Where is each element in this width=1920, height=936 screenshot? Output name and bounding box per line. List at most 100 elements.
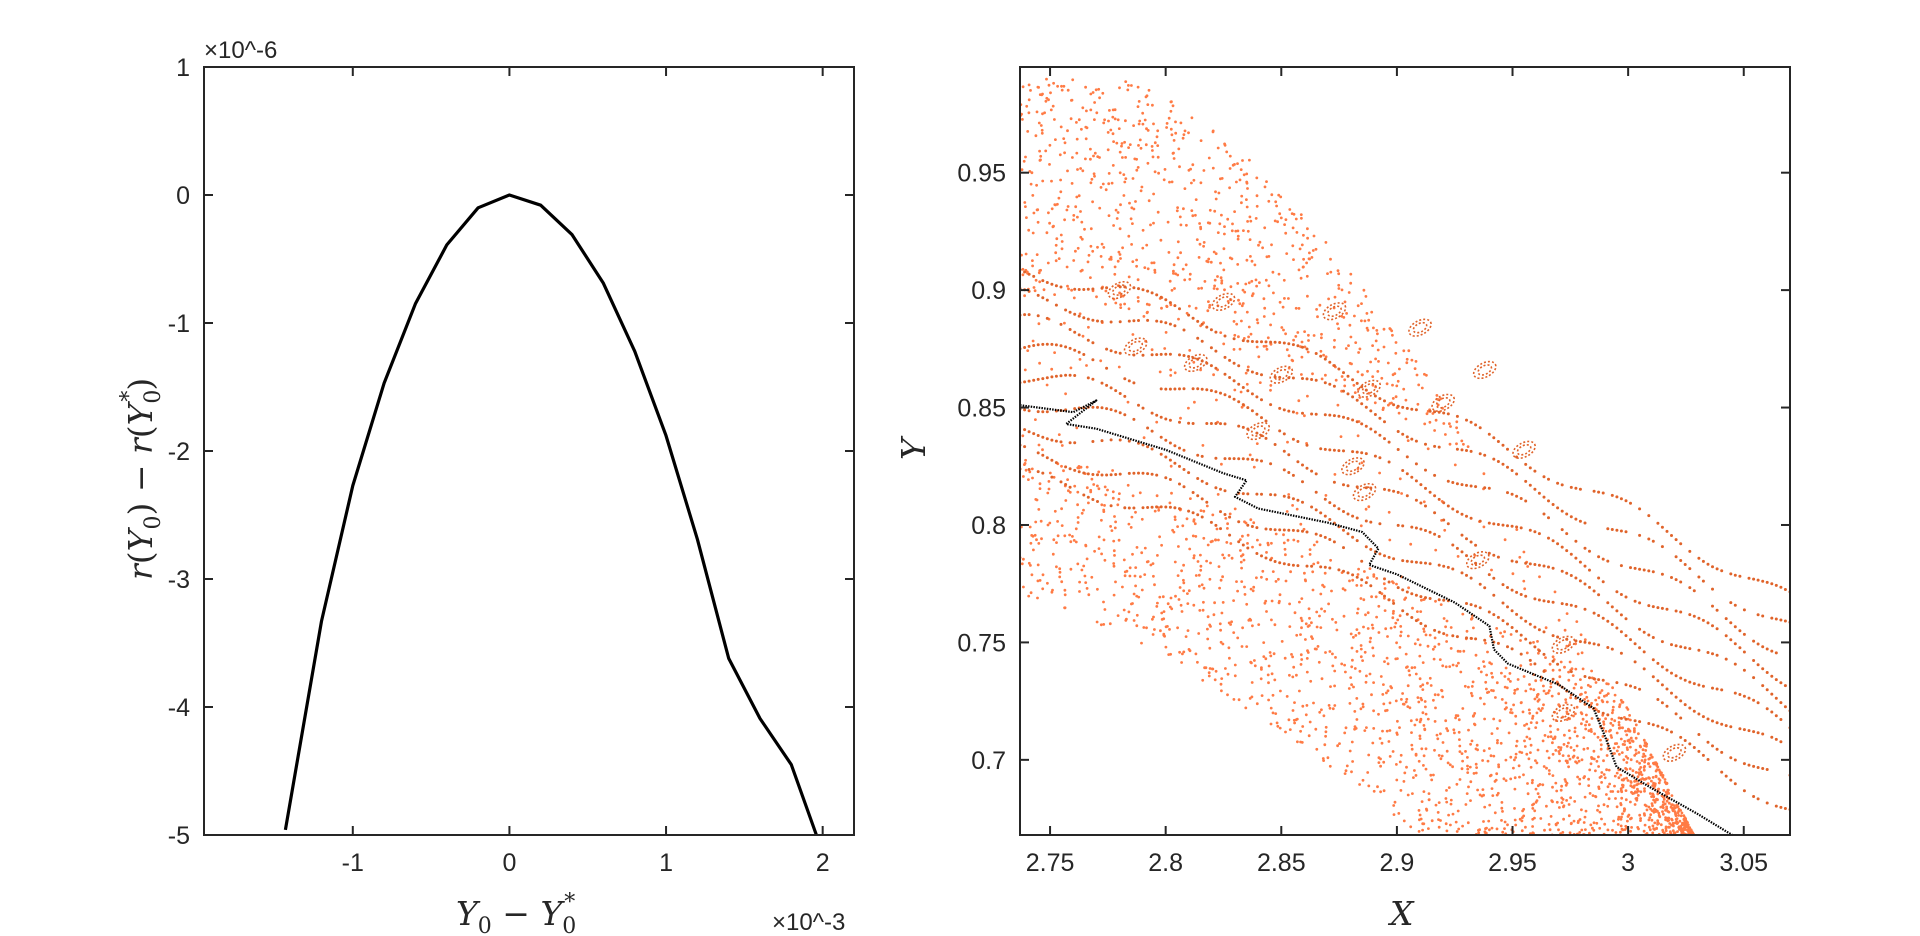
regular-point	[1351, 535, 1355, 539]
chaotic-point	[1529, 751, 1532, 754]
regular-point	[1105, 383, 1109, 387]
chaotic-point	[1360, 461, 1364, 465]
chaotic-point	[1129, 217, 1133, 221]
chaotic-point	[1643, 760, 1646, 764]
chaotic-point	[1616, 790, 1620, 793]
chaotic-point	[1026, 349, 1030, 352]
regular-point	[1150, 505, 1154, 509]
chaotic-point	[1357, 631, 1361, 635]
left-series-line	[283, 193, 818, 836]
regular-point	[1711, 565, 1714, 569]
chaotic-point	[1212, 250, 1216, 254]
regular-point	[1537, 598, 1541, 602]
chaotic-point	[1245, 602, 1249, 606]
regular-point	[1023, 445, 1027, 449]
right-x-tick-label: 2.85	[1257, 849, 1306, 877]
regular-point	[1701, 618, 1705, 622]
chaotic-point	[1609, 721, 1613, 725]
chaotic-point	[1106, 131, 1110, 134]
chaotic-point	[1664, 827, 1668, 830]
chaotic-point	[1220, 677, 1224, 680]
chaotic-point	[1514, 823, 1518, 827]
regular-point	[1191, 511, 1195, 515]
chaotic-point	[1085, 364, 1088, 367]
chaotic-point	[1174, 120, 1177, 124]
chaotic-point	[1447, 786, 1451, 789]
regular-point	[1697, 712, 1701, 716]
chaotic-point	[1560, 784, 1563, 788]
regular-point	[1314, 508, 1318, 512]
chaotic-point	[1542, 689, 1546, 693]
chaotic-point	[1135, 613, 1139, 617]
regular-point	[1770, 692, 1774, 696]
chaotic-point	[1537, 651, 1540, 655]
chaotic-point	[1263, 601, 1267, 605]
chaotic-point	[1576, 652, 1580, 656]
regular-point	[1770, 616, 1774, 620]
chaotic-point	[1407, 586, 1410, 590]
chaotic-point	[1115, 217, 1119, 220]
chaotic-point	[1634, 723, 1638, 727]
chaotic-point	[1269, 654, 1273, 658]
chaotic-point	[1348, 323, 1352, 327]
regular-point	[1701, 715, 1705, 719]
chaotic-point	[1214, 197, 1218, 201]
chaotic-point	[1122, 558, 1126, 562]
regular-point	[1578, 519, 1582, 523]
regular-point	[1228, 515, 1232, 519]
regular-point	[1610, 493, 1614, 497]
regular-point	[1387, 460, 1391, 464]
regular-point	[1474, 485, 1478, 489]
chaotic-point	[1132, 592, 1136, 596]
chaotic-point	[1077, 194, 1081, 198]
chaotic-point	[1351, 760, 1354, 763]
chaotic-point	[1520, 819, 1524, 823]
chaotic-point	[1255, 318, 1259, 322]
regular-point	[1237, 424, 1241, 428]
chaotic-point	[1549, 682, 1553, 685]
regular-point	[1296, 498, 1300, 502]
regular-point	[1711, 624, 1714, 628]
chaotic-point	[1119, 306, 1123, 309]
chaotic-point	[1056, 84, 1059, 88]
chaotic-point	[1279, 689, 1282, 693]
regular-point	[1264, 340, 1268, 344]
chaotic-point	[1535, 761, 1539, 765]
regular-point	[1674, 538, 1678, 542]
chaotic-point	[1035, 183, 1038, 187]
chaotic-point	[1300, 658, 1304, 661]
chaotic-point	[1031, 231, 1035, 235]
regular-point	[1241, 457, 1245, 461]
chaotic-point	[1073, 484, 1077, 488]
chaotic-point	[1042, 288, 1046, 292]
chaotic-point	[1192, 519, 1196, 523]
regular-point	[1296, 344, 1300, 348]
chaotic-point	[1348, 749, 1352, 753]
chaotic-point	[1097, 470, 1101, 474]
chaotic-point	[1085, 557, 1089, 561]
chaotic-point	[1680, 823, 1684, 827]
chaotic-point	[1563, 733, 1566, 737]
regular-point	[1109, 438, 1113, 442]
chaotic-point	[1152, 615, 1155, 619]
chaotic-point	[1446, 761, 1450, 765]
regular-point	[1091, 287, 1095, 291]
chaotic-point	[1071, 156, 1074, 159]
chaotic-point	[1045, 77, 1048, 81]
chaotic-point	[1233, 507, 1237, 511]
chaotic-point	[1530, 781, 1534, 785]
chaotic-point	[1445, 727, 1448, 730]
chaotic-point	[1197, 256, 1201, 259]
chaotic-point	[1343, 384, 1347, 388]
chaotic-point	[1090, 575, 1094, 579]
chaotic-point	[1020, 562, 1024, 566]
chaotic-point	[1117, 497, 1121, 501]
chaotic-point	[1182, 650, 1186, 654]
regular-point	[1765, 768, 1769, 771]
island-orbit	[1128, 340, 1144, 353]
regular-point	[1679, 716, 1683, 720]
chaotic-point	[1563, 628, 1567, 632]
chaotic-point	[1068, 533, 1071, 537]
regular-point	[1401, 432, 1405, 436]
regular-point	[1209, 346, 1213, 350]
